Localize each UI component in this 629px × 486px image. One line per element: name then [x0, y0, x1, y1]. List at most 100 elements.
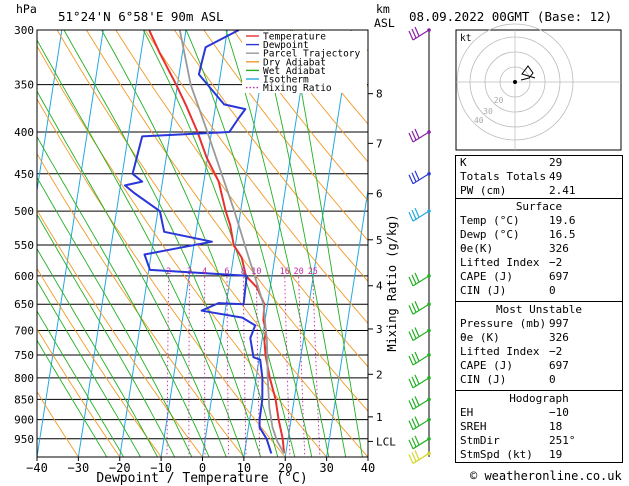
- dry-adiabat: [173, 30, 368, 283]
- indices-panel: K 29 Totals Totals 49 PW (cm) 2.41 Surface …: [455, 155, 623, 463]
- km-tick-label: 5: [376, 234, 383, 247]
- wet-adiabat: [37, 135, 210, 457]
- dry-adiabat: [232, 30, 368, 202]
- isotherm: [284, 30, 352, 457]
- isotherm: [202, 30, 270, 457]
- mu-theta-e: θe (K) 326: [460, 331, 569, 344]
- legend-entry: Mixing Ratio: [263, 83, 332, 94]
- wet-adiabat: [289, 30, 363, 457]
- surface-title: Surface: [515, 200, 563, 213]
- hodo-stmdir: StmDir 251°: [460, 434, 576, 447]
- temperature-tick-label: −20: [109, 461, 131, 475]
- mixing-ratio-line: [188, 275, 190, 457]
- location-label: 51°24'N 6°58'E 90m ASL: [58, 9, 224, 24]
- wind-barb: [408, 300, 431, 315]
- dry-adiabat: [37, 267, 162, 457]
- isotherm: [119, 30, 187, 457]
- km-tick-label: 2: [376, 368, 383, 381]
- temperature-tick-label: −10: [150, 461, 172, 475]
- km-label: km: [376, 2, 390, 16]
- wet-adiabat: [185, 30, 313, 457]
- wind-barb: [408, 170, 431, 185]
- mixing-ratio-label: 20: [294, 267, 304, 277]
- pressure-tick-label: 550: [14, 239, 34, 252]
- dry-adiabat: [37, 390, 79, 457]
- dry-adiabat: [37, 328, 121, 457]
- wet-adiabat: [37, 39, 244, 457]
- pressure-tick-label: 850: [14, 393, 34, 406]
- pressure-tick-label: 800: [14, 372, 34, 385]
- pressure-tick-label: 750: [14, 349, 34, 362]
- pressure-tick-label: 900: [14, 414, 34, 427]
- wind-barb: [408, 26, 431, 41]
- wind-barb: [408, 396, 431, 410]
- mixing-ratio-label: 16: [280, 267, 290, 277]
- index-row-pw: PW (cm) 2.41: [460, 184, 576, 197]
- wind-barb: [408, 435, 431, 450]
- wet-adiabat: [37, 176, 193, 457]
- legend-entry: Temperature: [263, 32, 326, 43]
- isotherm: [326, 186, 368, 457]
- dry-adiabat: [115, 30, 368, 368]
- hodograph-title: Hodograph: [509, 392, 569, 405]
- surface-dewp: Dewp (°C) 16.5: [460, 228, 576, 241]
- pressure-tick-label: 650: [14, 298, 34, 311]
- mixing-ratio-label: 25: [308, 267, 318, 277]
- pressure-tick-label: 600: [14, 270, 34, 283]
- temperature-tick-label: 40: [361, 461, 375, 475]
- isotherm: [243, 30, 311, 457]
- temperature-tick-label: −40: [26, 461, 48, 475]
- km-tick-label: 4: [376, 280, 383, 293]
- index-row-k: K 29: [460, 156, 563, 169]
- legend-entry: Wet Adiabat: [263, 66, 326, 77]
- isotherm: [37, 30, 63, 194]
- mixing-ratio-label: 2: [166, 267, 171, 277]
- surface-cin: CIN (J) 0: [460, 284, 556, 297]
- legend-box: [242, 31, 367, 93]
- km-tick-label: 6: [376, 188, 383, 201]
- hodograph-trace: [520, 65, 536, 81]
- legend-entry: Dry Adiabat: [263, 57, 326, 68]
- datetime-label: 08.09.2022 00GMT (Base: 12): [409, 9, 613, 24]
- wet-adiabat: [37, 213, 176, 457]
- wind-barb: [408, 416, 431, 431]
- km-tick-label: 3: [376, 323, 383, 336]
- temperature-tick-label: 0: [199, 461, 206, 475]
- mixing-ratio-line: [226, 275, 230, 457]
- wet-adiabat: [37, 90, 227, 457]
- wind-barb: [408, 374, 431, 389]
- mu-pressure: Pressure (mb) 997: [460, 317, 569, 330]
- dry-adiabat: [37, 209, 204, 457]
- wet-adiabat: [225, 30, 330, 457]
- mu-cin: CIN (J) 0: [460, 373, 556, 386]
- asl-label: ASL: [374, 16, 395, 30]
- temperature-tick-label: 20: [278, 461, 292, 475]
- hodograph-unit-label: kt: [460, 33, 471, 44]
- pressure-tick-label: 450: [14, 168, 34, 181]
- temperature-tick-label: 10: [237, 461, 251, 475]
- wet-adiabat: [37, 310, 125, 457]
- dry-adiabat: [144, 30, 368, 325]
- mixing-ratio-label: 3: [187, 267, 192, 277]
- mu-lifted-index: Lifted Index −2: [460, 345, 563, 358]
- wet-adiabat: [37, 247, 159, 457]
- hodograph-origin: [513, 80, 517, 84]
- wet-adiabat: [260, 30, 347, 457]
- wet-adiabat: [63, 30, 262, 457]
- hodograph-ring-label: 20: [494, 96, 504, 105]
- surface-temp: Temp (°C) 19.6: [460, 214, 576, 227]
- km-tick-label: 7: [376, 137, 383, 150]
- wind-barb: [408, 351, 431, 366]
- legend-entry: Dewpoint: [263, 40, 309, 51]
- wind-barb: [408, 207, 431, 222]
- legend-entry: Parcel Trajectory: [263, 49, 361, 60]
- mixing-ratio-label: 4: [202, 267, 207, 277]
- dry-adiabat: [203, 30, 368, 242]
- hodograph-ring-label: 40: [474, 116, 484, 125]
- x-axis-label: Dewpoint / Temperature (°C): [96, 471, 307, 486]
- mixing-ratio-line: [204, 275, 206, 457]
- footer-credit: © weatheronline.co.uk: [470, 469, 622, 483]
- dewpoint-profile: [124, 30, 273, 454]
- mixing-ratio-label: 8: [241, 267, 246, 277]
